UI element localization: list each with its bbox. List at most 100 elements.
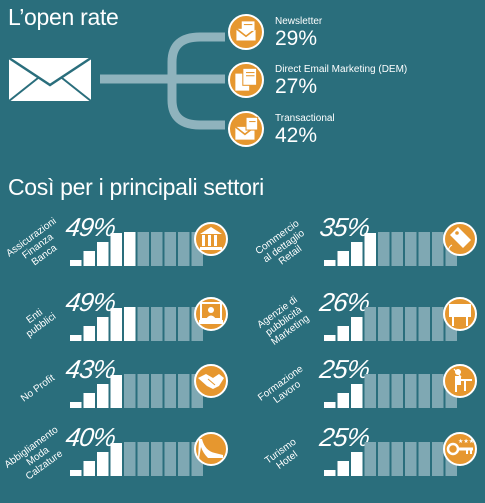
envelope-icon — [8, 56, 92, 102]
bar-segment-empty — [137, 374, 149, 408]
sector-label-line: No Profit — [19, 372, 57, 404]
handshake-icon — [194, 364, 228, 398]
sector-bar-chart — [70, 442, 203, 476]
sector-bar-chart — [324, 307, 457, 341]
bar-segment-filled — [70, 402, 82, 408]
bar-segment-filled — [97, 384, 109, 408]
bar-segment-filled — [83, 251, 95, 266]
bar-segment-empty — [418, 374, 430, 408]
bar-segment-empty — [191, 232, 203, 266]
bar-segment-filled — [351, 384, 363, 408]
email-type-icon — [228, 62, 264, 98]
bar-segment-empty — [378, 232, 390, 266]
sector-icon — [443, 364, 477, 398]
bar-segment-filled — [351, 317, 363, 341]
sector-label: No Profit — [2, 360, 73, 416]
connector-icon — [100, 32, 225, 130]
bar-segment-filled — [337, 461, 349, 476]
bar-segment-filled — [324, 402, 336, 408]
bar-segment-filled — [337, 393, 349, 408]
bar-segment-empty — [405, 307, 417, 341]
teacher-icon — [443, 364, 477, 398]
bar-segment-empty — [124, 374, 136, 408]
bar-segment-empty — [191, 442, 203, 476]
bar-segment-filled — [324, 335, 336, 341]
bar-segment-filled — [124, 307, 136, 341]
bar-segment-filled — [337, 326, 349, 341]
bar-segment-filled — [97, 452, 109, 476]
bar-segment-empty — [151, 232, 163, 266]
sector-icon — [194, 432, 228, 466]
bar-segment-empty — [391, 374, 403, 408]
sector-icon: ★★★ — [443, 432, 477, 466]
bar-segment-filled — [110, 308, 122, 341]
bar-segment-filled — [70, 260, 82, 266]
email-type-label: Direct Email Marketing (DEM) — [275, 64, 408, 75]
bar-segment-empty — [364, 442, 376, 476]
sector-icon — [443, 297, 477, 331]
sector-icon — [443, 222, 477, 256]
newsletter-icon — [228, 14, 264, 50]
bar-segment-filled — [70, 470, 82, 476]
bar-segment-empty — [418, 232, 430, 266]
sector-icon — [194, 364, 228, 398]
bar-segment-filled — [364, 233, 376, 266]
bar-segment-empty — [164, 442, 176, 476]
bank-icon — [194, 222, 228, 256]
bar-segment-filled — [351, 452, 363, 476]
bar-segment-filled — [110, 233, 122, 266]
bar-segment-empty — [418, 442, 430, 476]
bar-segment-empty — [191, 374, 203, 408]
sector-icon — [194, 222, 228, 256]
bar-segment-empty — [151, 374, 163, 408]
bar-segment-filled — [97, 242, 109, 266]
email-type-value: 42% — [275, 124, 318, 147]
bar-segment-empty — [364, 307, 376, 341]
email-type-icon — [228, 111, 264, 147]
bar-segment-empty — [378, 374, 390, 408]
bar-segment-empty — [178, 232, 190, 266]
bar-segment-empty — [432, 307, 444, 341]
bar-segment-empty — [164, 307, 176, 341]
bar-segment-empty — [137, 232, 149, 266]
bar-segment-empty — [432, 374, 444, 408]
email-type-value: 27% — [275, 75, 318, 98]
bar-segment-empty — [178, 442, 190, 476]
bar-segment-empty — [178, 307, 190, 341]
sectors-title: Così per i principali settori — [8, 174, 264, 200]
bar-segment-filled — [110, 375, 122, 408]
sector-bar-chart — [70, 232, 203, 266]
bar-segment-filled — [351, 242, 363, 266]
bar-segment-filled — [83, 393, 95, 408]
bar-segment-filled — [83, 326, 95, 341]
bar-segment-empty — [378, 442, 390, 476]
sector-bar-chart — [324, 232, 457, 266]
sector-bar-chart — [324, 374, 457, 408]
sector-label: Formazione Lavoro — [245, 356, 323, 421]
bar-segment-empty — [418, 307, 430, 341]
bar-segment-filled — [324, 470, 336, 476]
email-type-icon — [228, 14, 264, 50]
sector-label: Turismo Hotel — [245, 424, 323, 489]
bar-segment-empty — [378, 307, 390, 341]
bar-segment-empty — [405, 374, 417, 408]
bar-segment-filled — [110, 443, 122, 476]
bar-segment-empty — [405, 442, 417, 476]
bar-segment-empty — [151, 442, 163, 476]
bar-segment-empty — [137, 307, 149, 341]
bar-segment-empty — [151, 307, 163, 341]
sector-bar-chart — [324, 442, 457, 476]
sector-bar-chart — [70, 374, 203, 408]
public-office-icon — [194, 297, 228, 331]
sector-label: Agenzie di pubblicità Marketing — [242, 284, 326, 358]
bar-segment-empty — [391, 232, 403, 266]
bar-segment-empty — [391, 307, 403, 341]
email-type-value: 29% — [275, 27, 318, 50]
sector-icon — [194, 297, 228, 331]
transactional-icon — [228, 111, 264, 147]
email-type-label: Transactional — [275, 113, 335, 124]
svg-text:★★★: ★★★ — [458, 438, 474, 445]
hotel-icon: ★★★ — [443, 432, 477, 466]
bar-segment-empty — [391, 442, 403, 476]
